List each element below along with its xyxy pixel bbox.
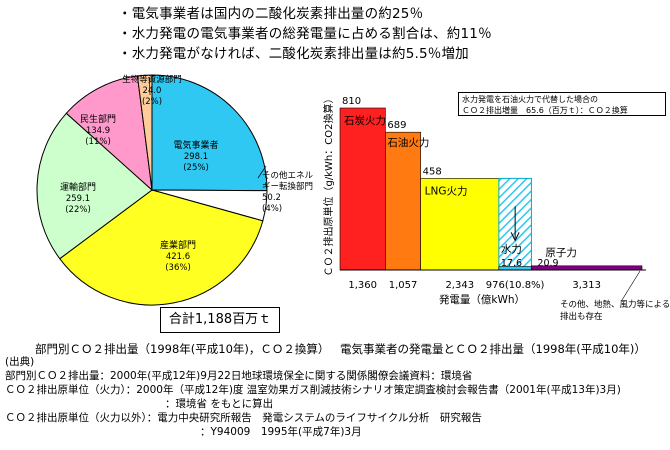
leader-line	[621, 270, 641, 301]
pie-slice-label: (25%)	[183, 163, 209, 173]
leader-line	[148, 76, 151, 96]
leader-line	[257, 165, 267, 179]
pie-slice-label: その他エネル	[262, 170, 314, 181]
pie-slice-label: (36%)	[165, 263, 191, 273]
x-tick-label: 2,343	[445, 280, 474, 291]
pie-caption: 部門別ＣＯ２排出量（1998年(平成10年)，ＣＯ２換算）	[35, 342, 330, 356]
source-line: ＣＯ２排出原単位（火力以外）：電力中央研究所報告 発電システムのライフサイクル分…	[5, 412, 482, 424]
note-line: ＣＯ２排出増量 65.6（百万ｔ）：ＣＯ２換算	[462, 106, 628, 115]
sources-block: (出典) 部門別ＣＯ２排出量：2000年(平成12年)9月22日地球環境保全に関…	[5, 355, 621, 439]
bar-value-label: 689	[387, 120, 406, 131]
summary-bullets: 電気事業者は国内の二酸化炭素排出量の約25％ 水力発電の電気事業者の総発電量に占…	[118, 4, 492, 64]
source-line: ：環境省 をもとに算出	[165, 398, 274, 410]
pie-slice-label: 50.2	[262, 193, 281, 203]
pie-slice-label: ギー転換部門	[262, 181, 313, 192]
x-tick-label: 976(10.8%)	[486, 280, 545, 291]
source-line: ＣＯ２排出原単位（火力）：2000年（平成12年)度 温室効果ガス削減技術シナリ…	[5, 384, 621, 396]
pie-slice-label: 298.1	[184, 152, 208, 162]
bar-name-label: 石油火力	[387, 136, 429, 149]
pie-slice	[65, 75, 153, 192]
pie-slice-label: (2%)	[142, 97, 162, 107]
substitution-arrowhead	[510, 232, 520, 242]
note-line: 水力発電を石油火力で代替した場合の	[462, 95, 598, 104]
x-tick-label: 3,313	[572, 280, 601, 291]
pie-slice-label: 259.1	[66, 194, 90, 204]
emission-bar	[385, 131, 421, 271]
x-axis-label: 発電量（億kWh）	[439, 293, 525, 306]
pie-slice	[59, 189, 264, 306]
pie-slice-label: 運輸部門	[60, 181, 96, 193]
bar-value-label: 458	[423, 166, 442, 177]
pie-slice-label: 134.9	[86, 126, 110, 136]
pie-slice-label: (4%)	[262, 204, 282, 214]
pie-slice-label: 421.6	[166, 252, 190, 262]
summary-bullet: 水力発電がなければ、二酸化炭素排出量は約5.5％増加	[118, 44, 492, 64]
other-sources-note: その他、地熱、風力等による	[560, 299, 670, 310]
pie-slice-label: (11%)	[85, 137, 111, 147]
pie-slice	[36, 112, 153, 260]
pie-slice-label: 生物等資源部門	[122, 74, 182, 85]
emission-bar	[420, 178, 500, 271]
other-sources-note: 排出も存在	[560, 311, 603, 322]
hydro-substitution-note: 水力発電を石油火力で代替した場合の ＣＯ２排出増量 65.6（百万ｔ）：ＣＯ２換…	[458, 92, 666, 116]
bar-caption: 電気事業者の発電量とＣＯ２排出量（1998年(平成10年)）	[340, 342, 646, 356]
bar-name-label: 石炭火力	[344, 114, 386, 127]
bar-value-label: 20.9	[537, 258, 558, 269]
x-tick-label: 1,360	[348, 280, 377, 291]
bar-name-label: LNG火力	[425, 184, 468, 197]
summary-bullet: 水力発電の電気事業者の総発電量に占める割合は、約11％	[118, 24, 492, 44]
bar-value-label: 810	[342, 96, 361, 107]
pie-slice-label: 電気事業者	[173, 139, 218, 151]
x-tick-label: 1,057	[389, 280, 418, 291]
source-line: ：Y94009 1995年(平成7年)3月	[200, 426, 362, 438]
bar-value-label: 17.6	[501, 258, 522, 269]
pie-slice	[136, 74, 153, 191]
bar-name-label: 水力	[501, 242, 522, 255]
summary-bullet: 電気事業者は国内の二酸化炭素排出量の約25％	[118, 4, 492, 24]
pie-slice-label: 民生部門	[80, 113, 116, 125]
source-line: 部門別ＣＯ２排出量：2000年(平成12年)9月22日地球環境保全に関する関係閣…	[5, 370, 473, 382]
emission-bar	[339, 107, 386, 271]
pie-total-label: 合計1,188百万ｔ	[160, 307, 280, 333]
pie-slice-label: (22%)	[65, 205, 91, 215]
source-line: (出典)	[5, 356, 35, 368]
pie-slice-label: 産業部門	[160, 239, 196, 251]
bar-name-label: 原子力	[545, 246, 577, 259]
y-axis-label: ＣＯ２排出原単位（g/kWh：CO2換算）	[322, 94, 335, 277]
pie-slice	[151, 74, 268, 192]
pie-slice-label: 24.0	[143, 86, 162, 96]
